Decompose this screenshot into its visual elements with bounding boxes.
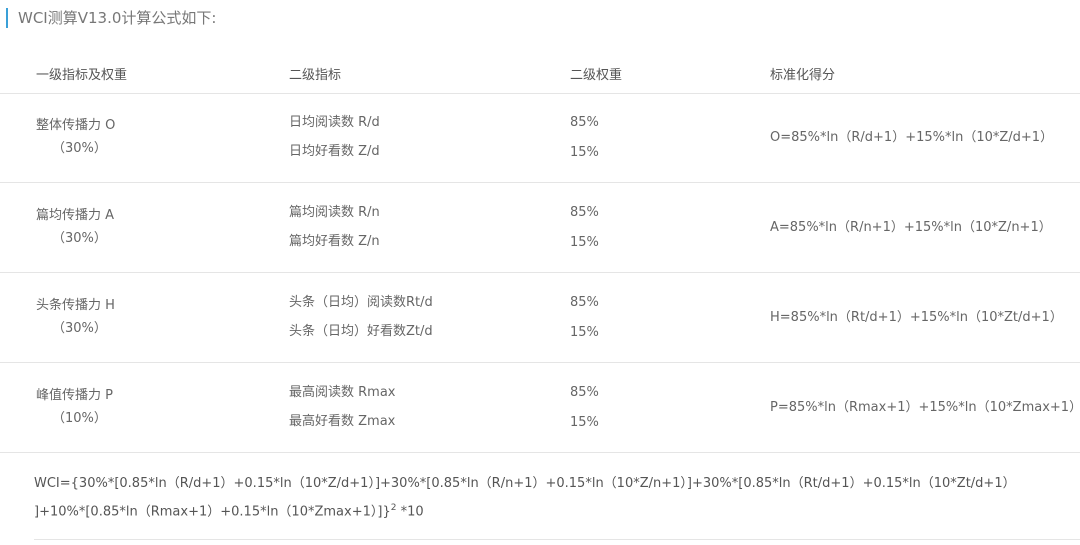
page-title: WCI测算V13.0计算公式如下: xyxy=(6,8,216,28)
secondary-weight: 15% xyxy=(570,235,599,250)
wci-suffix: *10 xyxy=(396,504,424,520)
header-weight: 二级权重 xyxy=(570,68,623,83)
secondary-indicator: 最高阅读数 Rmax xyxy=(289,385,396,400)
primary-indicator: 峰值传播力 P xyxy=(36,388,113,403)
wci-formula: WCI={30%*[0.85*ln（R/d+1）+0.15*ln（10*Z/d+… xyxy=(34,453,1080,540)
table-header: 一级指标及权重 二级指标 二级权重 标准化得分 xyxy=(0,62,1080,94)
score-formula: H=85%*ln（Rt/d+1）+15%*ln（10*Zt/d+1） xyxy=(770,310,1063,325)
header-score: 标准化得分 xyxy=(770,68,836,83)
secondary-indicator: 篇均阅读数 R/n xyxy=(289,205,380,220)
secondary-weight: 15% xyxy=(570,325,599,340)
secondary-weight: 85% xyxy=(570,115,599,130)
score-formula: O=85%*ln（R/d+1）+15%*ln（10*Z/d+1） xyxy=(770,130,1054,145)
secondary-indicator: 日均好看数 Z/d xyxy=(289,144,380,159)
header-secondary: 二级指标 xyxy=(289,68,342,83)
wci-line-2: ]+10%*[0.85*ln（Rmax+1）+0.15*ln（10*Zmax+1… xyxy=(34,499,424,521)
table-row: 峰值传播力 P （10%） 最高阅读数 Rmax 最高好看数 Zmax 85% 15% P=… xyxy=(0,363,1080,453)
primary-weight: （30%） xyxy=(52,141,107,156)
secondary-weight: 85% xyxy=(570,205,599,220)
wci-line-2-text: ]+10%*[0.85*ln（Rmax+1）+0.15*ln（10*Zmax+1… xyxy=(34,504,391,520)
secondary-indicator: 头条（日均）好看数Zt/d xyxy=(289,324,433,339)
primary-indicator: 整体传播力 O xyxy=(36,118,116,133)
secondary-indicator: 最高好看数 Zmax xyxy=(289,414,396,429)
primary-indicator: 头条传播力 H xyxy=(36,298,115,313)
secondary-indicator: 篇均好看数 Z/n xyxy=(289,234,380,249)
secondary-weight: 85% xyxy=(570,385,599,400)
score-formula: P=85%*ln（Rmax+1）+15%*ln（10*Zmax+1） xyxy=(770,400,1080,415)
primary-weight: （10%） xyxy=(52,411,107,426)
primary-indicator: 篇均传播力 A xyxy=(36,208,115,223)
secondary-weight: 85% xyxy=(570,295,599,310)
secondary-indicator: 头条（日均）阅读数Rt/d xyxy=(289,295,433,310)
secondary-weight: 15% xyxy=(570,145,599,160)
wci-line-1: WCI={30%*[0.85*ln（R/d+1）+0.15*ln（10*Z/d+… xyxy=(34,476,1016,491)
table-row: 头条传播力 H （30%） 头条（日均）阅读数Rt/d 头条（日均）好看数Zt/d 85… xyxy=(0,273,1080,363)
primary-weight: （30%） xyxy=(52,321,107,336)
secondary-indicator: 日均阅读数 R/d xyxy=(289,115,380,130)
header-primary: 一级指标及权重 xyxy=(36,68,128,83)
secondary-weight: 15% xyxy=(570,415,599,430)
primary-weight: （30%） xyxy=(52,231,107,246)
table-row: 篇均传播力 A （30%） 篇均阅读数 R/n 篇均好看数 Z/n 85% 15% A=85… xyxy=(0,183,1080,273)
wci-exponent: 2 xyxy=(390,503,397,513)
score-formula: A=85%*ln（R/n+1）+15%*ln（10*Z/n+1） xyxy=(770,220,1052,235)
table-row: 整体传播力 O （30%） 日均阅读数 R/d 日均好看数 Z/d 85% 15% O=85… xyxy=(0,93,1080,183)
